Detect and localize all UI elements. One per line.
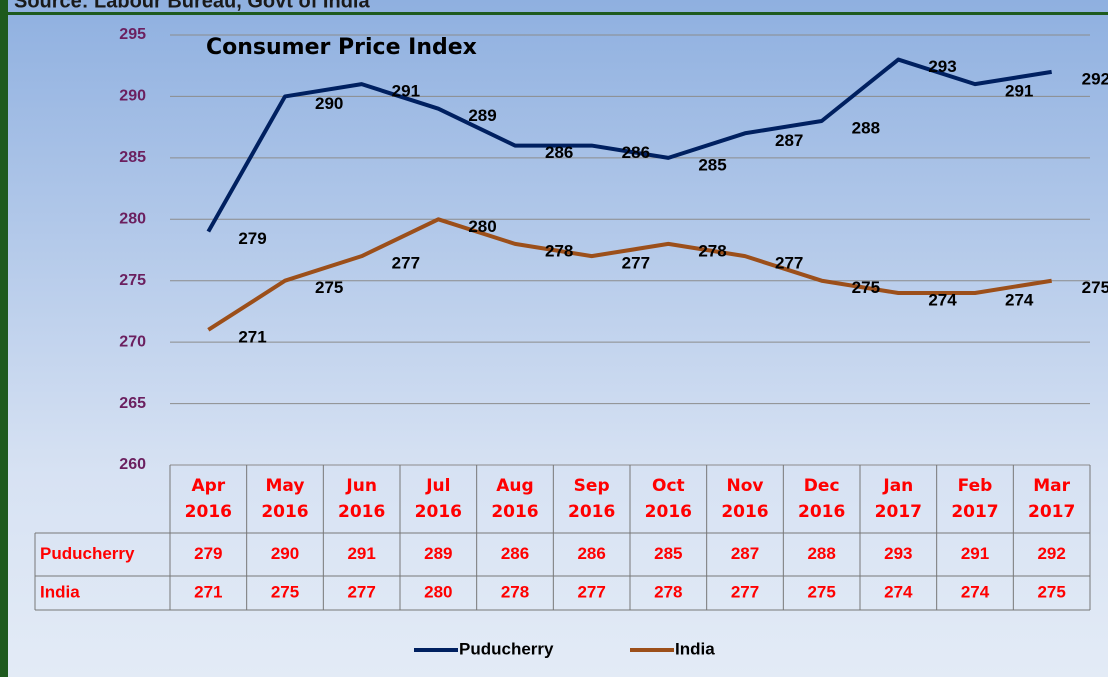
source-note: Source: Labour Bureau, Govt of India xyxy=(14,0,370,12)
table-cell: 275 xyxy=(1037,582,1065,601)
data-label: 271 xyxy=(238,327,266,346)
data-label: 275 xyxy=(315,278,343,297)
x-tick-label-box: Jul 2016 xyxy=(414,476,462,522)
y-tick-label: 295 xyxy=(119,26,146,43)
x-tick-label-box: Dec 2016 xyxy=(797,476,846,522)
table-cell: 278 xyxy=(654,582,682,601)
x-tick-label-box: Sep 2016 xyxy=(567,476,616,522)
table-cell: 292 xyxy=(1037,544,1065,563)
data-label: 275 xyxy=(852,278,880,297)
y-tick-label: 280 xyxy=(119,211,146,228)
data-label: 277 xyxy=(775,254,803,273)
x-tick-label-box: Mar 2017 xyxy=(1027,476,1076,522)
table-cell: 278 xyxy=(501,582,529,601)
table-cell: 274 xyxy=(961,582,990,601)
data-label: 293 xyxy=(928,57,956,76)
data-label: 278 xyxy=(698,241,726,260)
table-cell: 286 xyxy=(501,544,529,563)
table-cell: 277 xyxy=(347,582,375,601)
y-tick-label: 285 xyxy=(119,149,146,166)
data-label: 290 xyxy=(315,94,343,113)
data-label: 285 xyxy=(698,155,726,174)
x-tick-label-box: Jan 2017 xyxy=(874,476,922,522)
data-label: 292 xyxy=(1082,69,1108,88)
data-label: 274 xyxy=(1005,290,1034,309)
table-cell: 271 xyxy=(194,582,222,601)
table-cell: 277 xyxy=(577,582,605,601)
table-cell: 274 xyxy=(884,582,913,601)
table-cell: 275 xyxy=(807,582,835,601)
y-tick-label: 290 xyxy=(119,88,146,105)
x-tick-label-box: May 2016 xyxy=(261,476,309,522)
x-tick-label-box: Oct 2016 xyxy=(644,476,692,522)
legend-label: Puducherry xyxy=(459,639,554,658)
table-cell: 279 xyxy=(194,544,222,563)
series-line xyxy=(206,57,1052,233)
y-tick-label: 260 xyxy=(119,456,146,473)
x-tick-label: Jul 2016 xyxy=(414,476,462,522)
y-tick-label: 275 xyxy=(119,272,146,289)
chart-title: Consumer Price Index xyxy=(206,35,477,60)
data-label: 286 xyxy=(545,143,573,162)
table-cell: 290 xyxy=(271,544,299,563)
table-cell: 285 xyxy=(654,544,682,563)
x-tick-label: Nov 2016 xyxy=(721,476,769,522)
data-label: 277 xyxy=(622,254,650,273)
y-tick-label: 265 xyxy=(119,395,146,412)
x-tick-label: Dec 2016 xyxy=(797,476,846,522)
table-row-label: India xyxy=(40,582,80,601)
data-label: 287 xyxy=(775,131,803,150)
data-label: 280 xyxy=(468,217,496,236)
x-tick-label-box: Apr 2016 xyxy=(184,476,232,522)
data-label: 278 xyxy=(545,241,573,260)
table-cell: 280 xyxy=(424,582,452,601)
x-tick-label: Aug 2016 xyxy=(491,476,539,522)
x-tick-label-box: Aug 2016 xyxy=(491,476,539,522)
data-label: 291 xyxy=(1005,82,1033,101)
data-label: 291 xyxy=(392,82,420,101)
table-cell: 291 xyxy=(961,544,989,563)
x-tick-label-box: Jun 2016 xyxy=(337,476,386,522)
x-tick-label: Feb 2017 xyxy=(951,476,999,522)
data-label: 288 xyxy=(852,118,880,137)
data-label: 274 xyxy=(928,290,957,309)
data-label: 279 xyxy=(238,229,266,248)
x-tick-label: Jun 2016 xyxy=(337,476,386,522)
table-cell: 287 xyxy=(731,544,759,563)
x-tick-label-box: Feb 2017 xyxy=(951,476,999,522)
x-tick-label: May 2016 xyxy=(261,476,309,522)
top-border xyxy=(0,12,1108,15)
series-line xyxy=(207,217,1052,332)
x-tick-label: Sep 2016 xyxy=(567,476,616,522)
data-label: 275 xyxy=(1082,278,1108,297)
data-label: 289 xyxy=(468,106,496,125)
x-tick-label: Oct 2016 xyxy=(644,476,692,522)
data-label: 277 xyxy=(392,254,420,273)
table-cell: 289 xyxy=(424,544,452,563)
x-tick-label: Apr 2016 xyxy=(184,476,232,522)
table-cell: 277 xyxy=(731,582,759,601)
table-cell: 291 xyxy=(347,544,375,563)
table-cell: 275 xyxy=(271,582,299,601)
data-label: 286 xyxy=(622,143,650,162)
table-cell: 288 xyxy=(807,544,835,563)
left-border xyxy=(0,0,8,677)
x-tick-label: Jan 2017 xyxy=(874,476,922,522)
table-cell: 286 xyxy=(577,544,605,563)
table-row-label: Puducherry xyxy=(40,544,135,563)
x-tick-label: Mar 2017 xyxy=(1027,476,1076,522)
legend-label: India xyxy=(675,639,715,658)
y-tick-label: 270 xyxy=(119,333,146,350)
table-cell: 293 xyxy=(884,544,912,563)
x-tick-label-box: Nov 2016 xyxy=(721,476,769,522)
